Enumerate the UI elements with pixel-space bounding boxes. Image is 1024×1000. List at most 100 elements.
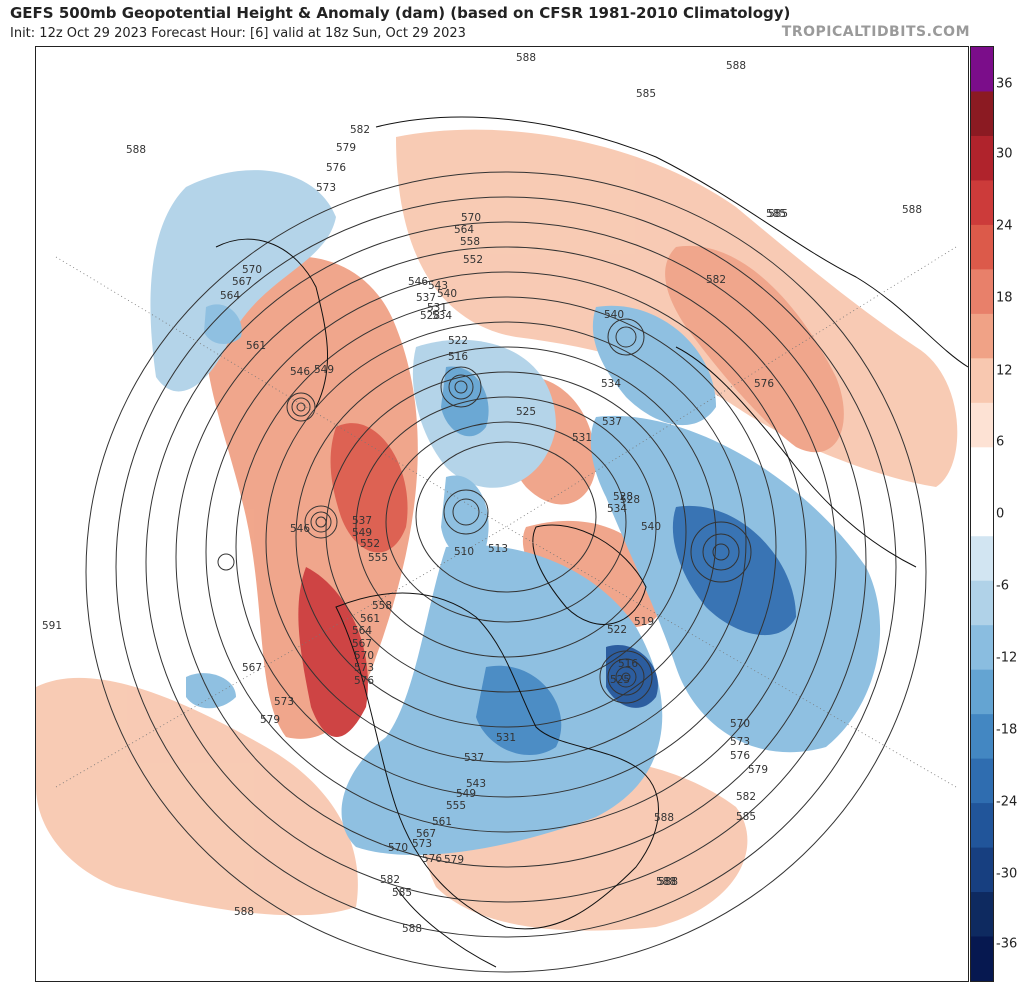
- colorbar-tick-label: 18: [996, 290, 1013, 306]
- cold-anomaly-arctic-core: [441, 366, 489, 437]
- colorbar-swatch: [971, 803, 993, 849]
- colorbar-tick-label: 24: [996, 218, 1013, 234]
- europe-coast: [675, 346, 917, 568]
- coastlines: [215, 116, 968, 968]
- contour-label: 582: [706, 274, 726, 286]
- colorbar-tick-label: -6: [996, 578, 1009, 594]
- colorbar-swatch: [971, 580, 993, 626]
- contour-label: 528: [420, 310, 440, 322]
- contour-label: 525: [516, 406, 536, 418]
- contour-label: 555: [368, 552, 388, 564]
- contour-label: 561: [246, 340, 266, 352]
- colorbar-tick-labels: 36 30 24 18 12 6 0 -6 -12 -18 -24 -30 -36: [996, 46, 1024, 980]
- contour-label: 516: [448, 351, 468, 363]
- contour-label: 585: [392, 887, 412, 899]
- cold-anomaly-beaufort: [441, 475, 489, 558]
- contour-label: 573: [274, 696, 294, 708]
- contour-label: 585: [736, 811, 756, 823]
- contour-label: 540: [641, 521, 661, 533]
- contour-label: 564: [220, 290, 240, 302]
- cold-anomaly-pacific-core: [204, 304, 242, 344]
- contour-label: 531: [427, 302, 447, 314]
- colorbar-swatch: [971, 180, 993, 226]
- colorbar-tick-label: 6: [996, 434, 1005, 450]
- colorbar-swatch: [971, 269, 993, 315]
- colorbar-tick-label: 12: [996, 363, 1013, 379]
- contour-label: 588: [126, 144, 146, 156]
- contour-label: 585: [766, 208, 786, 220]
- colorbar-swatch: [971, 135, 993, 181]
- colorbar-tick-label: -30: [996, 866, 1018, 882]
- contour-label: 540: [437, 288, 457, 300]
- colorbar-tick-label: 36: [996, 76, 1013, 92]
- contour-label: 570: [354, 650, 374, 662]
- warm-anomaly-north-atlantic: [36, 677, 358, 916]
- warm-anomaly-europe: [665, 245, 844, 453]
- contour-label: 537: [602, 416, 622, 428]
- contour-label: 588: [516, 52, 536, 64]
- contour-label: 549: [352, 527, 372, 539]
- greenland-coast: [532, 524, 647, 625]
- colorbar: [970, 46, 994, 982]
- contour-label: 579: [444, 854, 464, 866]
- contour-label: 588: [656, 876, 676, 888]
- contour-label: 537: [464, 752, 484, 764]
- colorbar-tick-label: 0: [996, 506, 1005, 522]
- contour-label: 588: [402, 923, 422, 935]
- contour-label: 546: [290, 523, 310, 535]
- contour-label: 579: [336, 142, 356, 154]
- contour-label: 576: [326, 162, 346, 174]
- colorbar-swatch: [971, 847, 993, 893]
- contour-label: 570: [461, 212, 481, 224]
- contour-label: 573: [412, 838, 432, 850]
- contour-label: 573: [730, 736, 750, 748]
- mexico-coast: [395, 886, 497, 968]
- colorbar-swatch: [971, 892, 993, 938]
- colorbar-swatch: [971, 224, 993, 270]
- contour-label: 579: [260, 714, 280, 726]
- contour-label: 588: [234, 906, 254, 918]
- contour-label: 528: [613, 491, 633, 503]
- colorbar-swatch: [971, 402, 993, 448]
- warm-anomaly-pacific-ridge: [205, 256, 418, 739]
- contour-label: 564: [352, 625, 372, 637]
- contour-label: 546: [290, 366, 310, 378]
- ridge-inner: [330, 423, 408, 553]
- contour-label: 537: [416, 292, 436, 304]
- contour-label: 549: [456, 788, 476, 800]
- contour-label: 576: [422, 853, 442, 865]
- contour-label: 567: [232, 276, 252, 288]
- colorbar-swatch: [971, 536, 993, 582]
- contour-label: 540: [604, 309, 624, 321]
- contour-label: 582: [380, 874, 400, 886]
- contour-label: 567: [242, 662, 262, 674]
- eurasia-coast: [375, 116, 968, 368]
- map-panel[interactable]: 570 564 558 552 546 543 540 537 531 534 528 522 516 5…: [35, 46, 969, 982]
- contour-label: 576: [354, 675, 374, 687]
- contour-label: 534: [601, 378, 621, 390]
- contour-label: 531: [572, 432, 592, 444]
- contour-label: 552: [360, 538, 380, 550]
- contour-label: 552: [463, 254, 483, 266]
- contour-label: 546: [408, 276, 428, 288]
- contour-label: 558: [372, 600, 392, 612]
- cold-anomaly-north-pacific: [150, 170, 336, 392]
- contour-label: 570: [242, 264, 262, 276]
- contour-label: 513: [488, 543, 508, 555]
- contour-label: 573: [316, 182, 336, 194]
- contour-label: 582: [736, 791, 756, 803]
- graticule: [55, 246, 957, 788]
- colorbar-tick-label: -18: [996, 722, 1018, 738]
- cold-anomaly-canada-core: [476, 665, 562, 756]
- asia-east-coast: [215, 238, 329, 408]
- contour-label: 591: [42, 620, 62, 632]
- contour-label: 576: [754, 378, 774, 390]
- contour-label: 537: [352, 515, 372, 527]
- contour-label: 588: [654, 812, 674, 824]
- contour-label: 567: [352, 638, 372, 650]
- brand-watermark[interactable]: TROPICALTIDBITS.COM: [781, 24, 970, 40]
- contour-label: 510: [454, 546, 474, 558]
- contour-label: 564: [454, 224, 474, 236]
- colorbar-swatch: [971, 669, 993, 715]
- colorbar-swatch: [971, 936, 993, 982]
